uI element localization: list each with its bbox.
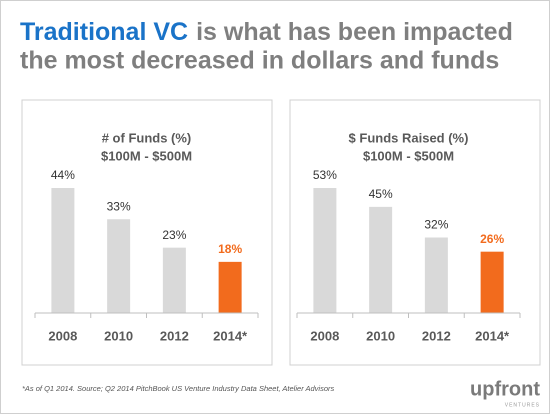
bar bbox=[51, 188, 75, 313]
value-label: 44% bbox=[51, 168, 75, 182]
x-tick-label: 2012 bbox=[160, 328, 189, 343]
value-label: 33% bbox=[107, 199, 131, 213]
x-tick-label: 2008 bbox=[48, 328, 77, 343]
x-tick-label: 2010 bbox=[104, 328, 133, 343]
title-line-2: the most decreased in dollars and funds bbox=[20, 47, 499, 75]
value-label: 18% bbox=[218, 242, 242, 256]
bar bbox=[424, 237, 448, 313]
x-tick-label: 2010 bbox=[366, 328, 395, 343]
title-rest: is what has been impacted bbox=[196, 18, 513, 46]
title-highlight: Traditional VC bbox=[20, 18, 188, 46]
bar bbox=[218, 261, 242, 313]
title-line-1: Traditional VC is what has been impacted bbox=[20, 18, 513, 46]
bar bbox=[162, 247, 186, 313]
chart-subtitle: $100M - $500M bbox=[363, 148, 454, 163]
x-tick-label: 2008 bbox=[310, 328, 339, 343]
footnote: *As of Q1 2014. Source; Q2 2014 PitchBoo… bbox=[22, 384, 334, 393]
value-label: 45% bbox=[369, 187, 393, 201]
bar bbox=[107, 219, 131, 313]
bar bbox=[313, 188, 337, 313]
logo-tagline: VENTURES bbox=[505, 402, 540, 408]
panel bbox=[21, 99, 273, 366]
chart-title: $ Funds Raised (%) bbox=[349, 130, 469, 145]
value-label: 26% bbox=[480, 232, 504, 246]
value-label: 23% bbox=[162, 228, 186, 242]
bar bbox=[480, 251, 504, 313]
bar bbox=[369, 206, 393, 313]
value-label: 53% bbox=[313, 168, 337, 182]
chart-subtitle: $100M - $500M bbox=[101, 148, 192, 163]
x-tick-label: 2014* bbox=[475, 328, 510, 343]
x-tick-label: 2012 bbox=[422, 328, 451, 343]
value-label: 32% bbox=[424, 218, 448, 232]
panel bbox=[289, 99, 541, 366]
x-tick-label: 2014* bbox=[213, 328, 248, 343]
logo: upfront bbox=[470, 378, 540, 400]
chart-title: # of Funds (%) bbox=[102, 130, 192, 145]
